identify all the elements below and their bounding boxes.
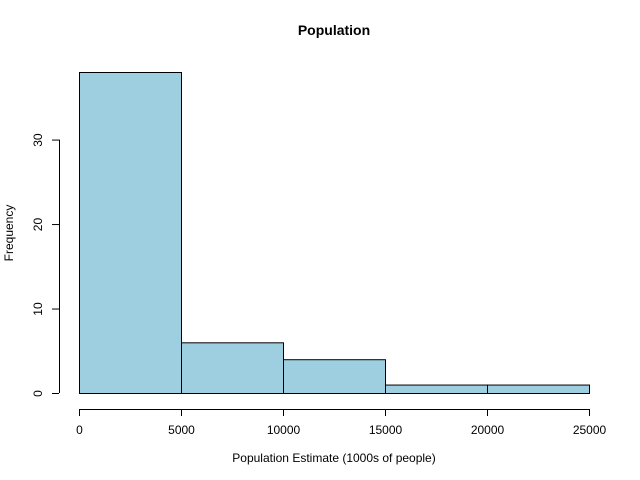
x-tick-label-3: 15000 [369,423,403,437]
x-axis: 0 5000 10000 15000 20000 25000 [76,409,607,437]
y-axis: 0 10 20 30 [31,133,60,397]
x-axis-label: Population Estimate (1000s of people) [232,451,435,465]
y-tick-label-3: 30 [31,133,45,147]
chart-title: Population [298,22,370,38]
x-tick-label-2: 10000 [267,423,301,437]
y-tick-label-0: 0 [31,390,45,397]
histogram-bar-4 [487,384,590,395]
x-tick-label-4: 20000 [471,423,505,437]
histogram-bar-1 [181,342,284,395]
y-tick-label-2: 20 [31,218,45,232]
histogram-bar-3 [385,384,488,395]
y-axis-label: Frequency [2,205,16,262]
bars-layer [79,72,590,395]
x-tick-label-0: 0 [76,423,83,437]
y-tick-label-1: 10 [31,302,45,316]
x-tick-label-1: 5000 [168,423,195,437]
histogram-bar-0 [79,72,182,394]
x-tick-label-5: 25000 [573,423,607,437]
histogram-bar-2 [283,359,386,395]
